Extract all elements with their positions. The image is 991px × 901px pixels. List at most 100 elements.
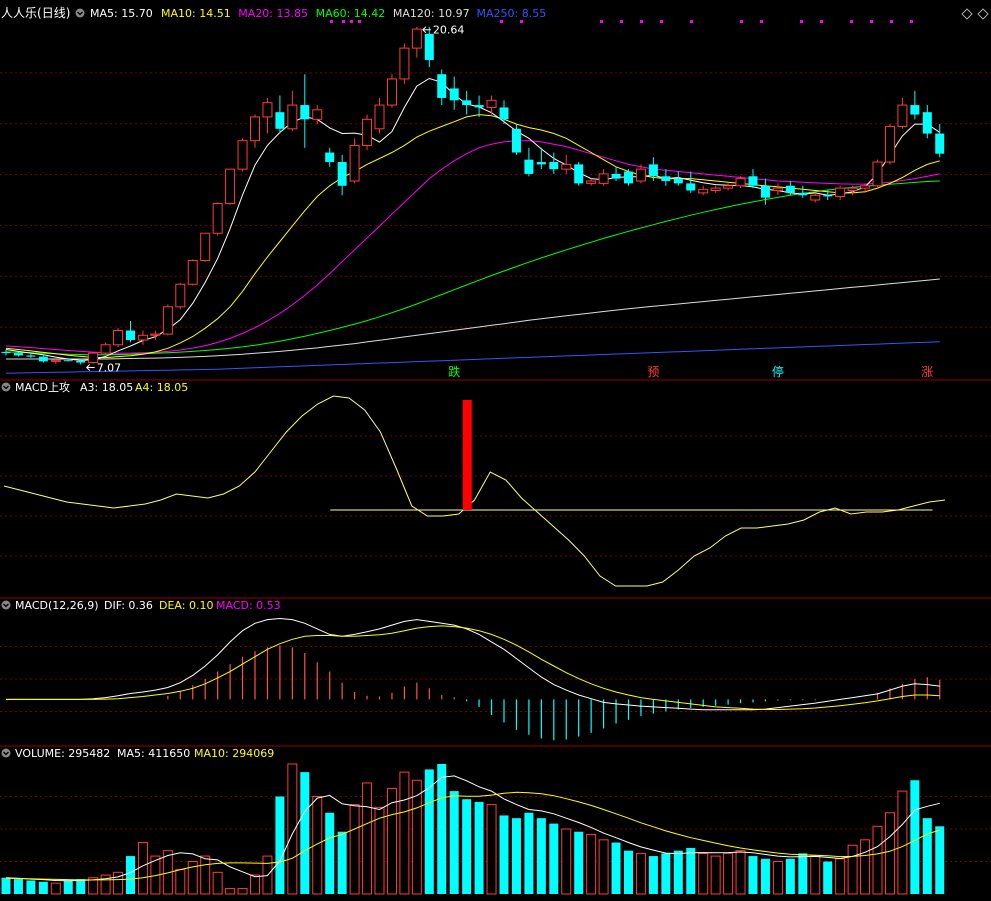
candle-body[interactable] — [486, 99, 497, 108]
volume-bar[interactable] — [26, 880, 36, 894]
candle-body[interactable] — [88, 352, 99, 364]
candle-body[interactable] — [100, 344, 111, 354]
volume-bar[interactable] — [250, 874, 260, 895]
volume-bar[interactable] — [462, 799, 472, 894]
volume-bar[interactable] — [935, 826, 945, 894]
volume-bar[interactable] — [449, 791, 459, 894]
candle-body[interactable] — [374, 104, 385, 130]
volume-bar[interactable] — [835, 858, 846, 895]
volume-bar[interactable] — [386, 787, 397, 895]
candle-body[interactable] — [511, 128, 521, 153]
candle-body[interactable] — [661, 176, 671, 182]
volume-bar[interactable] — [798, 853, 808, 894]
candle-body[interactable] — [287, 104, 298, 130]
candle-body[interactable] — [785, 185, 795, 193]
volume-bar[interactable] — [187, 861, 198, 895]
volume-bar[interactable] — [474, 801, 484, 894]
candle-body[interactable] — [772, 187, 783, 192]
volume-bar[interactable] — [624, 850, 633, 894]
volume-bar[interactable] — [325, 812, 335, 894]
candle-body[interactable] — [200, 232, 211, 262]
circle-menu-icon[interactable] — [1, 748, 11, 758]
candle-body[interactable] — [823, 195, 833, 197]
diamond-icon[interactable] — [977, 8, 989, 20]
volume-bar[interactable] — [872, 825, 883, 895]
volume-bar[interactable] — [137, 842, 148, 895]
volume-bar[interactable] — [337, 831, 347, 894]
candle-body[interactable] — [13, 353, 23, 356]
volume-bar[interactable] — [748, 856, 758, 894]
candle-body[interactable] — [624, 171, 633, 184]
volume-bar[interactable] — [785, 858, 795, 894]
candle-body[interactable] — [137, 334, 148, 341]
candle-body[interactable] — [225, 168, 236, 205]
macd-up-signal-bar[interactable] — [462, 400, 472, 510]
volume-bar[interactable] — [275, 796, 285, 895]
volume-bar[interactable] — [63, 880, 73, 894]
volume-bar[interactable] — [287, 763, 298, 895]
diamond-icon[interactable] — [961, 8, 973, 20]
volume-bar[interactable] — [772, 861, 783, 895]
volume-panel[interactable] — [1, 763, 945, 895]
candle-body[interactable] — [437, 74, 447, 98]
candle-body[interactable] — [325, 152, 335, 163]
volume-bar[interactable] — [38, 881, 48, 894]
candle-body[interactable] — [349, 144, 360, 182]
candle-body[interactable] — [300, 105, 310, 120]
volume-bar[interactable] — [635, 852, 646, 895]
candle-body[interactable] — [275, 112, 285, 129]
candle-body[interactable] — [549, 162, 559, 170]
candle-body[interactable] — [187, 260, 198, 285]
candle-body[interactable] — [847, 187, 858, 192]
volume-bar[interactable] — [88, 877, 99, 895]
volume-bar[interactable] — [100, 874, 111, 895]
candle-body[interactable] — [399, 47, 410, 80]
volume-bar[interactable] — [399, 771, 410, 895]
volume-bar[interactable] — [661, 853, 671, 894]
candle-body[interactable] — [723, 185, 734, 189]
candle-body[interactable] — [922, 112, 932, 134]
candle-body[interactable] — [598, 173, 609, 184]
candle-body[interactable] — [686, 183, 696, 191]
volume-bar[interactable] — [312, 796, 323, 895]
macd-up-panel[interactable] — [3, 395, 991, 587]
volume-bar[interactable] — [823, 861, 833, 895]
volume-bar[interactable] — [212, 871, 223, 895]
candle-body[interactable] — [710, 187, 721, 192]
volume-bar[interactable] — [411, 779, 422, 895]
candle-body[interactable] — [673, 178, 683, 184]
candle-body[interactable] — [162, 306, 173, 335]
candle-body[interactable] — [63, 360, 73, 362]
candle-body[interactable] — [474, 105, 484, 108]
price-panel[interactable]: 20.64 7.07 跌 预 停 涨 — [1, 20, 945, 379]
candle-body[interactable] — [1, 351, 11, 354]
candle-body[interactable] — [26, 355, 36, 357]
volume-bar[interactable] — [611, 842, 621, 894]
candle-body[interactable] — [524, 159, 534, 174]
candle-body[interactable] — [312, 109, 323, 120]
volume-bar[interactable] — [499, 815, 509, 894]
volume-bar[interactable] — [673, 850, 683, 894]
candle-body[interactable] — [362, 118, 373, 146]
volume-bar[interactable] — [424, 769, 434, 894]
volume-bar[interactable] — [511, 818, 521, 894]
candle-body[interactable] — [462, 100, 472, 106]
volume-bar[interactable] — [735, 850, 746, 895]
candle-body[interactable] — [449, 88, 459, 101]
candle-body[interactable] — [250, 116, 260, 142]
volume-bar[interactable] — [362, 782, 373, 895]
volume-bar[interactable] — [349, 804, 360, 895]
volume-bar[interactable] — [897, 790, 908, 895]
candle-body[interactable] — [884, 125, 895, 163]
volume-bar[interactable] — [723, 852, 734, 895]
volume-bar[interactable] — [126, 856, 135, 894]
volume-bar[interactable] — [574, 831, 584, 894]
volume-bar[interactable] — [536, 818, 546, 894]
candle-body[interactable] — [76, 360, 86, 363]
volume-bar[interactable] — [13, 879, 23, 894]
candle-body[interactable] — [424, 33, 434, 60]
candle-body[interactable] — [748, 176, 758, 186]
volume-bar[interactable] — [76, 879, 86, 894]
volume-bar[interactable] — [910, 780, 920, 894]
